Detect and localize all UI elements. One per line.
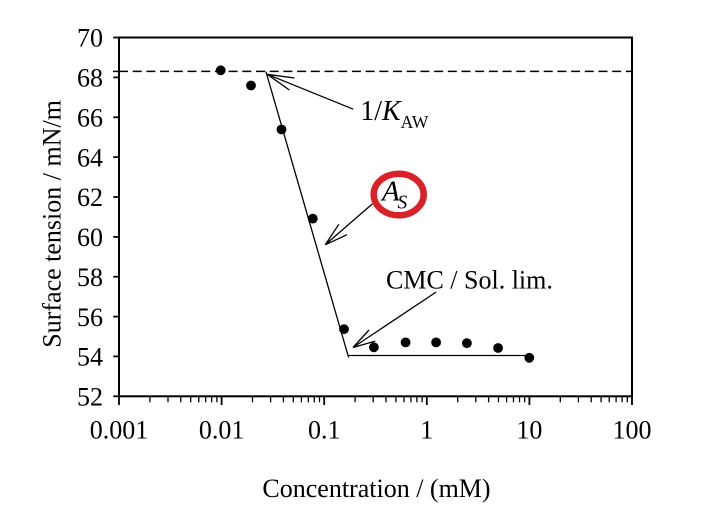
svg-text:54: 54 xyxy=(77,343,103,372)
svg-text:64: 64 xyxy=(77,143,103,172)
svg-text:60: 60 xyxy=(77,223,103,252)
svg-text:0.1: 0.1 xyxy=(308,416,341,445)
svg-text:62: 62 xyxy=(77,183,103,212)
svg-text:52: 52 xyxy=(77,383,103,412)
svg-text:1/KAW: 1/KAW xyxy=(360,96,429,132)
svg-text:10: 10 xyxy=(516,416,542,445)
svg-text:56: 56 xyxy=(77,303,103,332)
svg-text:S: S xyxy=(398,193,408,214)
svg-text:Surface tension / mN/m: Surface tension / mN/m xyxy=(38,100,67,348)
svg-text:68: 68 xyxy=(77,64,103,93)
svg-text:1: 1 xyxy=(420,416,433,445)
svg-text:A: A xyxy=(380,175,400,207)
svg-text:66: 66 xyxy=(77,104,103,133)
svg-text:Concentration / (mM): Concentration / (mM) xyxy=(262,474,490,503)
svg-text:100: 100 xyxy=(613,416,652,445)
svg-text:0.001: 0.001 xyxy=(90,416,149,445)
svg-text:0.01: 0.01 xyxy=(199,416,245,445)
svg-text:CMC / Sol. lim.: CMC / Sol. lim. xyxy=(386,266,553,295)
svg-text:70: 70 xyxy=(77,24,103,53)
svg-text:58: 58 xyxy=(77,263,103,292)
